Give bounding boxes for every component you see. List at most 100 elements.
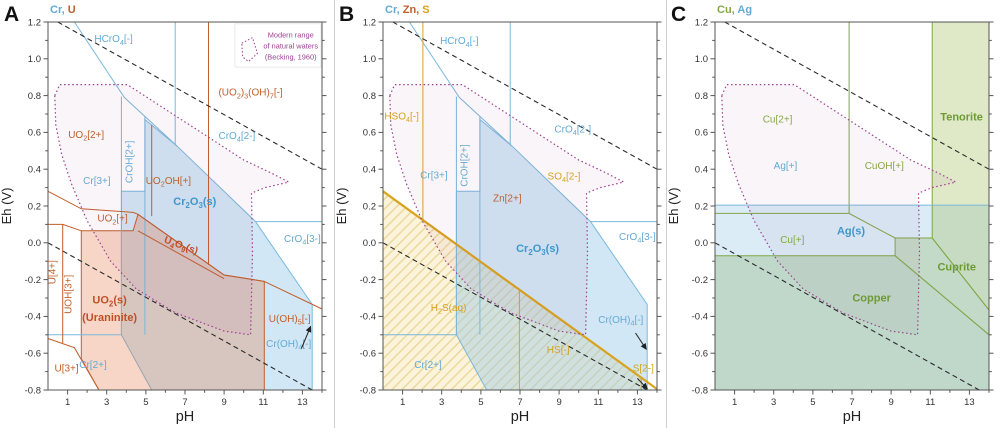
- boundary-lines-layer: [382, 21, 658, 390]
- y-axis-tick-label: -0.6: [25, 349, 41, 360]
- y-axis-tick-label: -0.6: [692, 349, 708, 360]
- legend-text: (Becking, 1960): [265, 53, 317, 62]
- region-label: Cr[2+]: [414, 360, 442, 371]
- region-label: U4O9(s): [162, 235, 199, 259]
- y-axis-tick-label: 0.8: [28, 91, 41, 102]
- x-axis-tick-label: 11: [258, 397, 268, 408]
- y-axis-tick-label: 1.0: [28, 54, 41, 65]
- region-label: Cr2O3(s): [516, 243, 559, 257]
- region-label: SO4[2-]: [548, 171, 581, 184]
- x-axis-tick-label: 3: [771, 397, 776, 408]
- x-axis-tick-label: 7: [182, 397, 187, 408]
- y-axis-tick-label: 0.2: [363, 201, 376, 212]
- region-label: Cr[3+]: [83, 176, 111, 187]
- region-label: Ag(s): [837, 226, 865, 238]
- region-label: UO2[+]: [97, 214, 128, 227]
- x-axis-tick-label: 5: [143, 397, 148, 408]
- panel-title: Cu, Ag: [717, 4, 752, 16]
- y-axis-tick-label: -0.2: [692, 275, 708, 286]
- y-axis-tick-label: 0.6: [363, 128, 376, 139]
- x-axis-tick-label: 13: [632, 397, 643, 408]
- region-label: Tenorite: [940, 111, 983, 123]
- phase-boundary-line: [715, 212, 896, 239]
- y-axis-tick-label: -0.6: [360, 349, 376, 360]
- region-label: S[2-]: [633, 364, 654, 375]
- region-label: Cu[+]: [780, 235, 804, 246]
- regions-layer: [714, 21, 990, 391]
- y-axis-tick-label: 0.2: [695, 201, 708, 212]
- x-axis-tick-label: 11: [925, 397, 935, 408]
- region-label: U[3+]: [54, 364, 78, 375]
- y-axis-tick-label: 1.2: [695, 17, 708, 28]
- region-label: CrOH[2+]: [460, 144, 471, 187]
- natural-waters-envelope: [721, 83, 958, 336]
- region-label: CrO4[3-]: [284, 234, 321, 247]
- axes-layer: 1 3 5 7 9 11 131.21.00.80.60.40.20.0-0.2-0.4-0…: [335, 17, 662, 425]
- x-axis-tick-label: 3: [104, 397, 109, 408]
- y-axis-tick-label: 0.4: [28, 165, 41, 176]
- region-label: Cr[2+]: [79, 360, 107, 371]
- pourbaix-panel-c: 1 3 5 7 9 11 131.21.00.80.60.40.20.0-0.2-0.4-0…: [667, 3, 994, 425]
- y-axis-tick-label: -0.4: [692, 312, 708, 323]
- region-label: CrOH[2+]: [125, 140, 136, 183]
- region-label: UOH[3+]: [64, 274, 75, 313]
- panel-title: Cr, Zn, S: [385, 4, 430, 16]
- panel-title: Cr, U: [50, 4, 76, 16]
- phase-boundary-line: [264, 280, 323, 310]
- natural-waters-envelope: [389, 83, 626, 336]
- x-axis-tick-label: 11: [593, 397, 603, 408]
- x-axis-tick-label: 5: [478, 397, 483, 408]
- x-axis-tick-label: 1: [65, 397, 70, 408]
- y-axis-tick-label: 0.0: [695, 238, 708, 249]
- y-axis-tick-label: 0.6: [695, 128, 708, 139]
- region-label: Cu[2+]: [763, 114, 793, 125]
- region-label: CrO4[3-]: [619, 232, 656, 245]
- y-axis-tick-label: 1.0: [363, 54, 376, 65]
- panel-letter: B: [339, 3, 354, 26]
- y-axis-tick-label: 0.0: [28, 238, 41, 249]
- region-label: UO2(s): [92, 295, 127, 309]
- y-axis-tick-label: -0.2: [25, 275, 41, 286]
- region-label: UO2[2+]: [68, 130, 104, 143]
- panel-letter: A: [4, 3, 19, 26]
- x-axis-title: pH: [176, 409, 195, 425]
- y-axis-tick-label: -0.4: [25, 312, 41, 323]
- region-label: U(OH)5[-]: [269, 314, 311, 327]
- x-axis-tick-label: 5: [810, 397, 815, 408]
- x-axis-tick-label: 13: [297, 397, 308, 408]
- region-label: (UO2)3(OH)7[-]: [218, 88, 282, 101]
- region-label: Cr2O3(s): [173, 196, 216, 210]
- y-axis-tick-label: -0.4: [360, 312, 376, 323]
- legend-text: of natural waters: [263, 42, 318, 51]
- region-label: Copper: [852, 293, 891, 305]
- region-label: Zn[2+]: [493, 193, 522, 204]
- x-axis-tick-label: 7: [849, 397, 854, 408]
- pointer-arrow: [635, 332, 647, 351]
- y-axis-title: Eh (V): [667, 188, 681, 225]
- y-axis-tick-label: 1.2: [363, 17, 376, 28]
- region-label: HCrO4[-]: [440, 36, 479, 49]
- x-axis-tick-label: 13: [964, 397, 975, 408]
- phase-boundary-line: [137, 230, 225, 280]
- region-label: HS[-]: [547, 345, 570, 356]
- x-axis-tick-label: 1: [732, 397, 737, 408]
- region-label: U[4+]: [47, 260, 58, 284]
- phase-boundary-line: [73, 21, 178, 147]
- x-axis-title: pH: [843, 409, 862, 425]
- legend-box: [234, 23, 322, 68]
- y-axis-tick-label: 0.4: [363, 165, 376, 176]
- species-labels-layer: HCrO4[-] (UO2)3(OH)7[-] UO2[2+] CrOH[2+] Cr[…: [47, 34, 321, 374]
- y-axis-title: Eh (V): [0, 188, 14, 225]
- region-label: HCrO4[-]: [94, 34, 133, 47]
- region-label: HSO4[-]: [384, 112, 419, 125]
- y-axis-tick-label: -0.8: [360, 385, 376, 396]
- y-axis-tick-label: -0.8: [25, 385, 41, 396]
- boundary-lines-layer: [47, 21, 323, 391]
- region-label: Cr(OH)4[-]: [266, 339, 311, 352]
- axes-layer: 1 3 5 7 9 11 131.21.00.80.60.40.20.0-0.2-0.4-0…: [667, 17, 994, 425]
- x-axis-tick-label: 7: [517, 397, 522, 408]
- x-axis-tick-label: 9: [888, 397, 893, 408]
- axes-layer: 1 3 5 7 9 11 131.21.00.80.60.40.20.0-0.2-0.4-0…: [0, 17, 327, 425]
- x-axis-tick-label: 3: [439, 397, 444, 408]
